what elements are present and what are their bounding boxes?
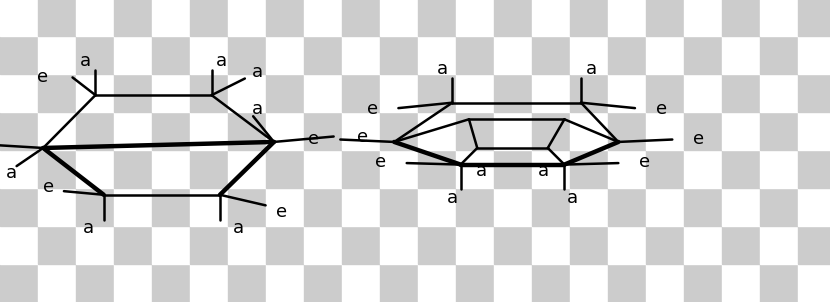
Text: e: e [639, 153, 650, 171]
Text: e: e [309, 130, 320, 148]
Text: a: a [251, 63, 262, 81]
Text: a: a [6, 164, 17, 182]
Text: a: a [83, 219, 95, 237]
Text: a: a [567, 189, 579, 207]
Text: e: e [357, 127, 368, 146]
Text: a: a [539, 162, 549, 180]
Text: e: e [693, 130, 704, 148]
Text: a: a [476, 162, 486, 180]
Text: a: a [437, 60, 448, 78]
Text: a: a [447, 189, 458, 207]
Text: a: a [585, 60, 597, 78]
Text: a: a [251, 100, 263, 118]
Text: a: a [232, 219, 244, 237]
Text: e: e [37, 69, 47, 86]
Text: e: e [656, 100, 666, 118]
Text: e: e [375, 153, 386, 171]
Text: a: a [216, 52, 227, 70]
Text: e: e [276, 203, 287, 221]
Text: e: e [367, 100, 378, 118]
Text: a: a [80, 52, 91, 70]
Text: e: e [43, 178, 54, 196]
